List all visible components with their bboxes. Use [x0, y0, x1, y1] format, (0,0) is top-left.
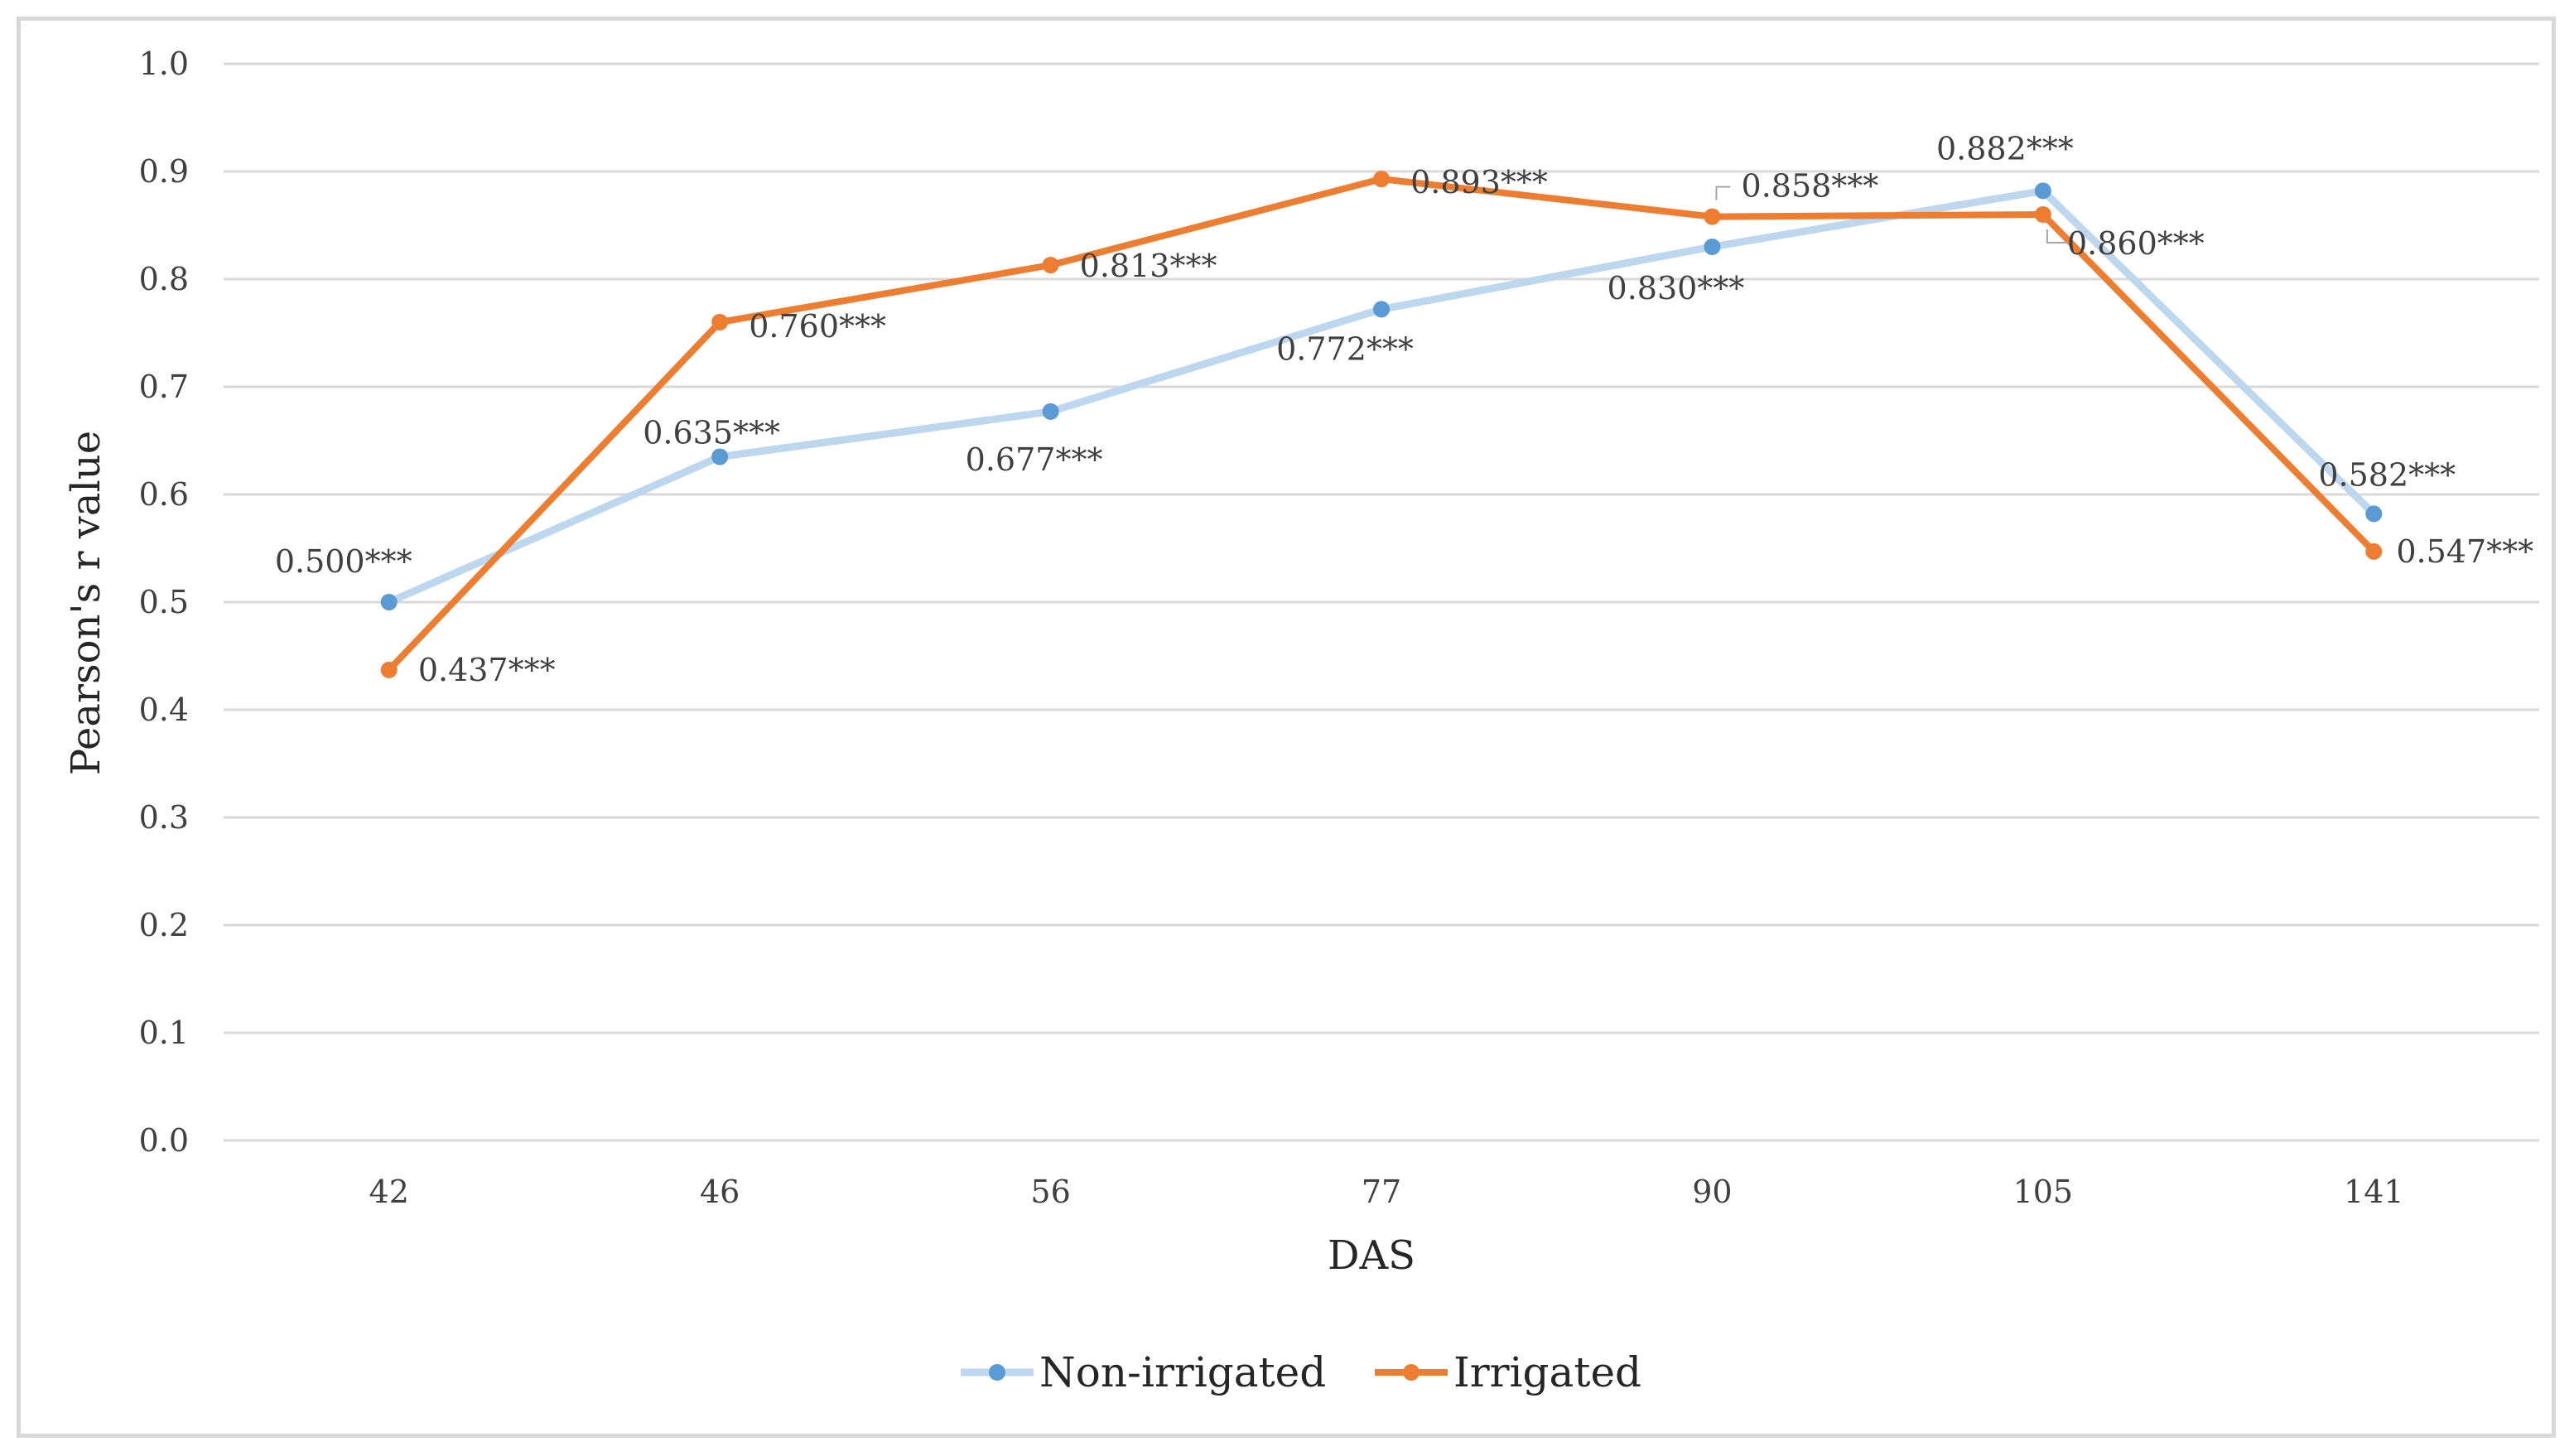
y-tick-label: 0.3 — [139, 799, 189, 836]
x-tick-label: 46 — [700, 1174, 740, 1210]
data-point — [1704, 239, 1721, 255]
data-point — [380, 661, 398, 678]
legend: Non-irrigated Irrigated — [961, 1348, 1641, 1396]
data-label: 0.760*** — [749, 308, 886, 345]
data-label: 0.547*** — [2396, 533, 2533, 570]
chart-frame — [17, 17, 2556, 1438]
data-point — [1042, 403, 1059, 420]
y-tick-label: 0.4 — [139, 692, 189, 728]
x-tick-label: 56 — [1030, 1174, 1070, 1210]
data-point — [2365, 505, 2383, 523]
y-axis-title: Pearson's r value — [63, 431, 109, 775]
data-label: 0.813*** — [1080, 248, 1217, 284]
x-tick-label: 42 — [369, 1174, 409, 1210]
y-tick-label: 0.9 — [139, 153, 189, 190]
y-tick-label: 0.6 — [139, 476, 189, 513]
y-tick-label: 0.7 — [139, 369, 189, 405]
data-point — [711, 448, 729, 465]
data-point — [2365, 542, 2383, 560]
data-label: 0.635*** — [643, 415, 780, 451]
legend-marker-non-irrigated — [989, 1364, 1005, 1381]
data-label: 0.882*** — [1936, 130, 2074, 166]
y-tick-label: 1.0 — [139, 46, 189, 82]
data-point — [1373, 171, 1390, 188]
leader-line — [2046, 229, 2068, 243]
y-tick-label: 0.5 — [139, 584, 189, 620]
x-tick-label: 141 — [2344, 1174, 2404, 1210]
data-point — [2034, 182, 2051, 200]
data-point — [2034, 206, 2051, 223]
data-label: 0.500*** — [275, 543, 412, 580]
data-point — [711, 314, 729, 330]
y-axis-ticks: 0.0 0.1 0.2 0.3 0.4 0.5 0.6 0.7 0.8 0.9 1.0 — [139, 46, 189, 1159]
y-tick-label: 0.8 — [139, 261, 189, 297]
legend-label-non-irrigated: Non-irrigated — [1039, 1348, 1326, 1396]
x-tick-label: 105 — [2013, 1174, 2074, 1210]
data-point — [1704, 208, 1721, 225]
y-tick-label: 0.0 — [139, 1122, 189, 1159]
data-label: 0.830*** — [1608, 270, 1745, 306]
data-label: 0.437*** — [418, 652, 556, 688]
x-axis-ticks: 42 46 56 77 90 105 141 — [369, 1174, 2404, 1210]
y-tick-label: 0.1 — [139, 1015, 189, 1051]
data-label: 0.860*** — [2067, 225, 2205, 262]
y-tick-label: 0.2 — [139, 907, 189, 943]
legend-marker-irrigated — [1403, 1364, 1420, 1381]
data-point — [1042, 257, 1059, 274]
data-label: 0.677*** — [966, 441, 1103, 478]
x-axis-title: DAS — [1328, 1232, 1415, 1279]
data-point — [380, 594, 398, 610]
data-label: 0.582*** — [2318, 456, 2456, 493]
data-labels: 0.500*** 0.635*** 0.677*** 0.772*** 0.830***… — [275, 130, 2533, 688]
x-tick-label: 77 — [1362, 1174, 1401, 1210]
leader-line — [1715, 186, 1731, 200]
data-point — [1373, 301, 1390, 318]
data-label: 0.772*** — [1276, 330, 1414, 367]
data-label: 0.893*** — [1410, 164, 1548, 200]
legend-label-irrigated: Irrigated — [1453, 1348, 1641, 1396]
x-tick-label: 90 — [1692, 1174, 1732, 1210]
series-group — [380, 171, 2383, 678]
data-label: 0.858*** — [1742, 168, 1879, 205]
